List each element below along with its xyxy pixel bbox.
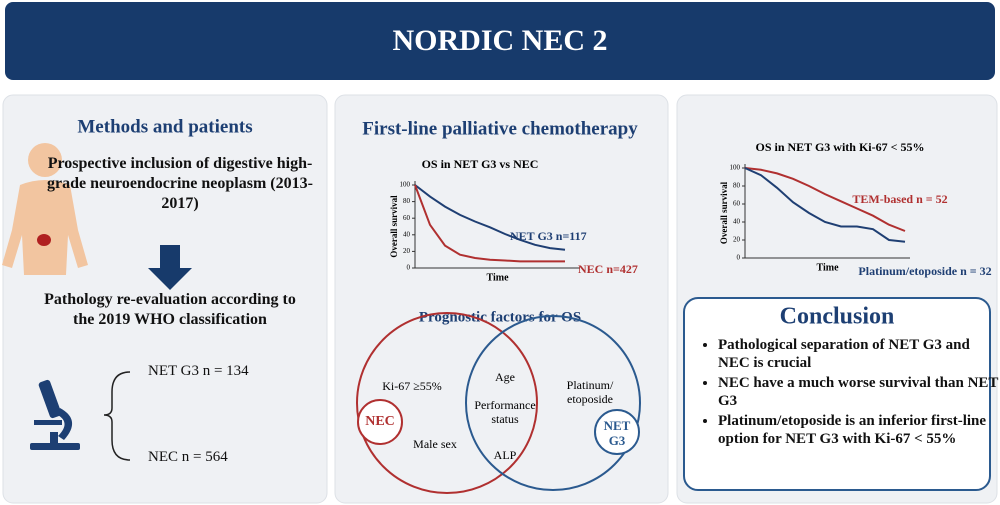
arrow-down	[148, 245, 192, 290]
venn-item: Ki-67 ≥55%	[382, 379, 442, 393]
y-tick-label: 40	[403, 230, 411, 238]
venn-item: Platinum/ etoposide	[566, 378, 614, 406]
venn-item: Performance status	[474, 398, 536, 426]
venn-item-box: Platinum/ etoposide	[566, 378, 614, 406]
venn-circle	[356, 312, 538, 494]
brace	[103, 371, 131, 461]
conclusion-list: Pathological separation of NET G3 and NE…	[700, 336, 1000, 450]
x-axis-label: Time	[816, 262, 839, 273]
group-label: NET G3 n = 134	[148, 363, 249, 379]
panel	[334, 94, 669, 504]
y-tick-label: 80	[403, 197, 411, 205]
y-tick-label: 20	[733, 236, 741, 244]
reevaluation-text: Pathology re-evaluation according to the…	[44, 291, 296, 328]
header-title: NORDIC NEC 2	[392, 24, 607, 57]
y-axis-label: Overall survival	[719, 181, 729, 244]
microscope-icon	[30, 379, 80, 450]
panel	[2, 94, 328, 504]
venn-circle	[465, 315, 641, 491]
conclusion-box	[683, 297, 991, 491]
venn-title: Prognostic factors for OS	[419, 309, 581, 325]
header-bar	[5, 2, 995, 80]
y-tick-label: 0	[407, 264, 411, 272]
series-label: TEM-based n = 52	[852, 192, 947, 206]
chart-title: OS in NET G3 with Ki-67 < 55%	[756, 140, 925, 154]
y-tick-label: 60	[403, 214, 411, 222]
y-tick-label: 0	[737, 254, 741, 262]
series-label: Platinum/etoposide n = 32	[858, 264, 991, 278]
inclusion-text: Prospective inclusion of digestive high-…	[47, 155, 313, 212]
conclusion-title: Conclusion	[780, 304, 895, 330]
y-tick-label: 100	[400, 181, 411, 189]
venn-label-box: NET G3	[603, 418, 631, 448]
y-tick-label: 60	[733, 200, 741, 208]
y-tick-label: 100	[730, 164, 741, 172]
survival-curve	[414, 184, 565, 263]
venn-item-box: Performance status	[474, 398, 536, 426]
venn-item: ALP	[494, 448, 517, 462]
survival-curve	[414, 184, 566, 251]
venn-item: Age	[495, 370, 515, 384]
venn-badge	[594, 409, 640, 455]
group-label: NEC n = 564	[148, 449, 228, 465]
series-label: NET G3 n=117	[510, 229, 587, 243]
person-icon	[2, 143, 88, 275]
survival-curve	[744, 167, 906, 232]
chart-title: OS in NET G3 vs NEC	[422, 157, 539, 171]
venn-badge	[357, 399, 403, 445]
venn-label: NEC	[365, 414, 395, 429]
venn-label: NET G3	[603, 418, 631, 448]
x-axis-label: Time	[486, 272, 509, 283]
section-title: First-line palliative chemotherapy	[362, 118, 638, 139]
venn-item: Male sex	[413, 437, 457, 451]
y-tick-label: 40	[733, 218, 741, 226]
conclusion-item: NEC have a much worse survival than NET …	[718, 374, 1000, 410]
conclusion-item: Platinum/etoposide is an inferior first-…	[718, 412, 1000, 448]
y-tick-label: 20	[403, 247, 411, 255]
survival-curve	[744, 167, 906, 243]
y-axis-label: Overall survival	[389, 195, 399, 258]
series-label: NEC n=427	[578, 262, 638, 276]
y-tick-label: 80	[733, 182, 741, 190]
section-title: Methods and patients	[77, 116, 252, 137]
conclusion-item: Pathological separation of NET G3 and NE…	[718, 336, 1000, 372]
